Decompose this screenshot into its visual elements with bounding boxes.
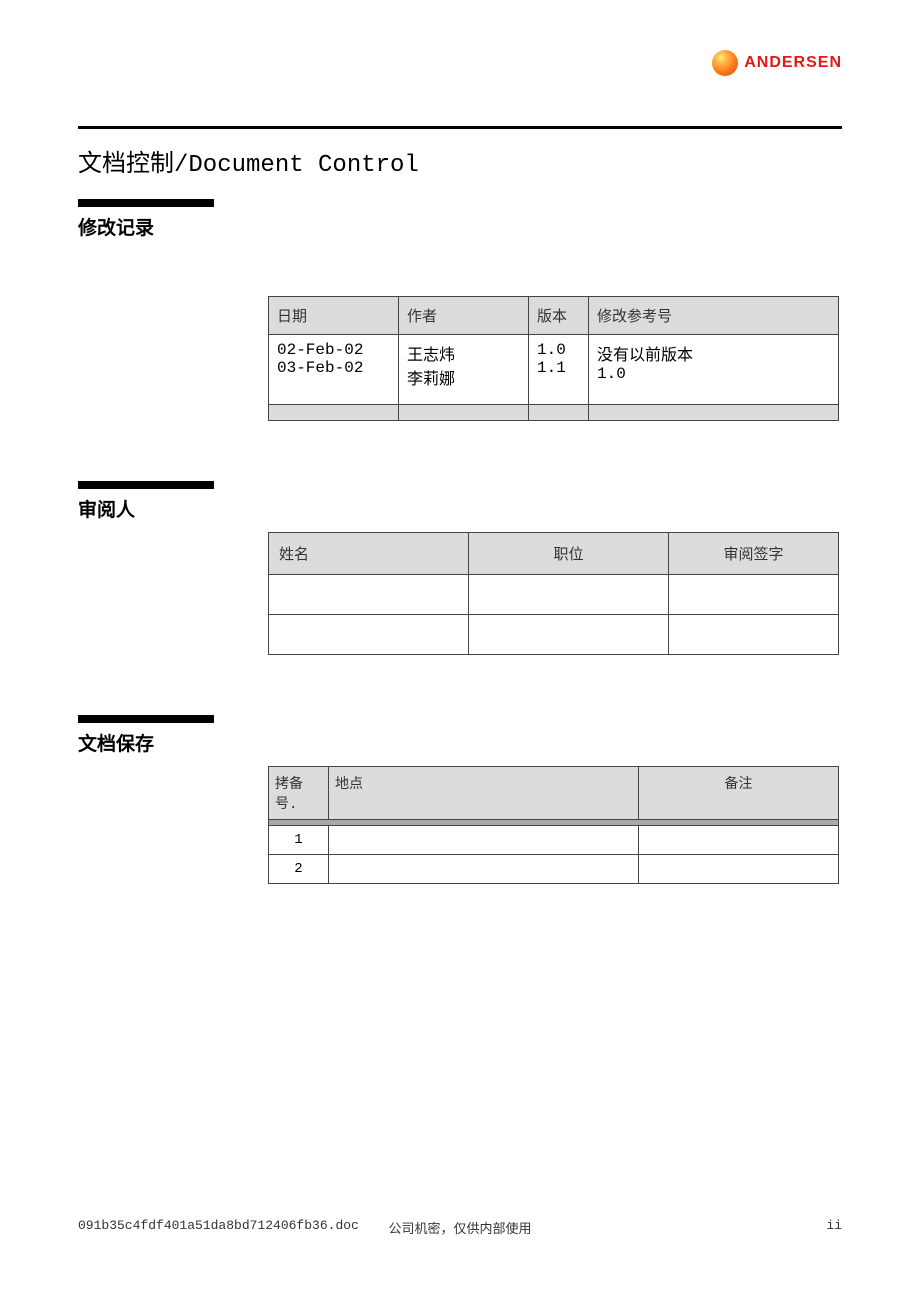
brand-name: ANDERSEN [744, 54, 842, 72]
table-empty-row [269, 405, 839, 421]
cell-version: 1.0 1.1 [529, 335, 589, 405]
top-rule [78, 126, 842, 129]
table-header-row: 姓名 职位 审阅签字 [269, 533, 839, 575]
cell-location [329, 826, 639, 855]
col-version: 版本 [529, 297, 589, 335]
page-footer: 091b35c4fdf401a51da8bd712406fb36.doc 公司机… [78, 1218, 842, 1233]
page-title: 文档控制/Document Control [78, 143, 842, 179]
cell-reference: 没有以前版本 1.0 [589, 335, 839, 405]
table-header-row: 日期 作者 版本 修改参考号 [269, 297, 839, 335]
col-copy-no: 拷备号. [269, 767, 329, 820]
section-title-reviewers: 审阅人 [78, 495, 842, 522]
col-author: 作者 [399, 297, 529, 335]
cell-copy-no: 1 [269, 826, 329, 855]
cell-remark [639, 826, 839, 855]
cell-remark [639, 855, 839, 884]
table-row: 02-Feb-02 03-Feb-02 王志炜 李莉娜 1.0 1.1 没有以前… [269, 335, 839, 405]
section-bar [78, 481, 214, 489]
table-row: 1 [269, 826, 839, 855]
col-signature: 审阅签字 [669, 533, 839, 575]
table-row [269, 575, 839, 615]
revision-table: 日期 作者 版本 修改参考号 02-Feb-02 03-Feb-02 王志炜 李… [268, 296, 839, 421]
col-remark: 备注 [639, 767, 839, 820]
table-header-row: 拷备号. 地点 备注 [269, 767, 839, 820]
cell-date: 02-Feb-02 03-Feb-02 [269, 335, 399, 405]
cell-copy-no: 2 [269, 855, 329, 884]
section-title-revision: 修改记录 [78, 213, 842, 240]
col-name: 姓名 [269, 533, 469, 575]
table-row: 2 [269, 855, 839, 884]
section-title-storage: 文档保存 [78, 729, 842, 756]
cell-location [329, 855, 639, 884]
col-position: 职位 [469, 533, 669, 575]
col-location: 地点 [329, 767, 639, 820]
col-date: 日期 [269, 297, 399, 335]
footer-confidential: 公司机密，仅供内部使用 [78, 1218, 842, 1237]
section-storage: 文档保存 拷备号. 地点 备注 1 2 [78, 715, 842, 884]
table-row [269, 615, 839, 655]
brand-logo-icon [712, 50, 738, 76]
reviewers-table: 姓名 职位 审阅签字 [268, 532, 839, 655]
col-reference: 修改参考号 [589, 297, 839, 335]
section-revision: 修改记录 日期 作者 版本 修改参考号 02-Feb-02 03-Feb-02 … [78, 199, 842, 421]
section-bar [78, 199, 214, 207]
storage-table: 拷备号. 地点 备注 1 2 [268, 766, 839, 884]
section-bar [78, 715, 214, 723]
cell-author: 王志炜 李莉娜 [399, 335, 529, 405]
brand-header: ANDERSEN [78, 50, 842, 76]
section-reviewers: 审阅人 姓名 职位 审阅签字 [78, 481, 842, 655]
